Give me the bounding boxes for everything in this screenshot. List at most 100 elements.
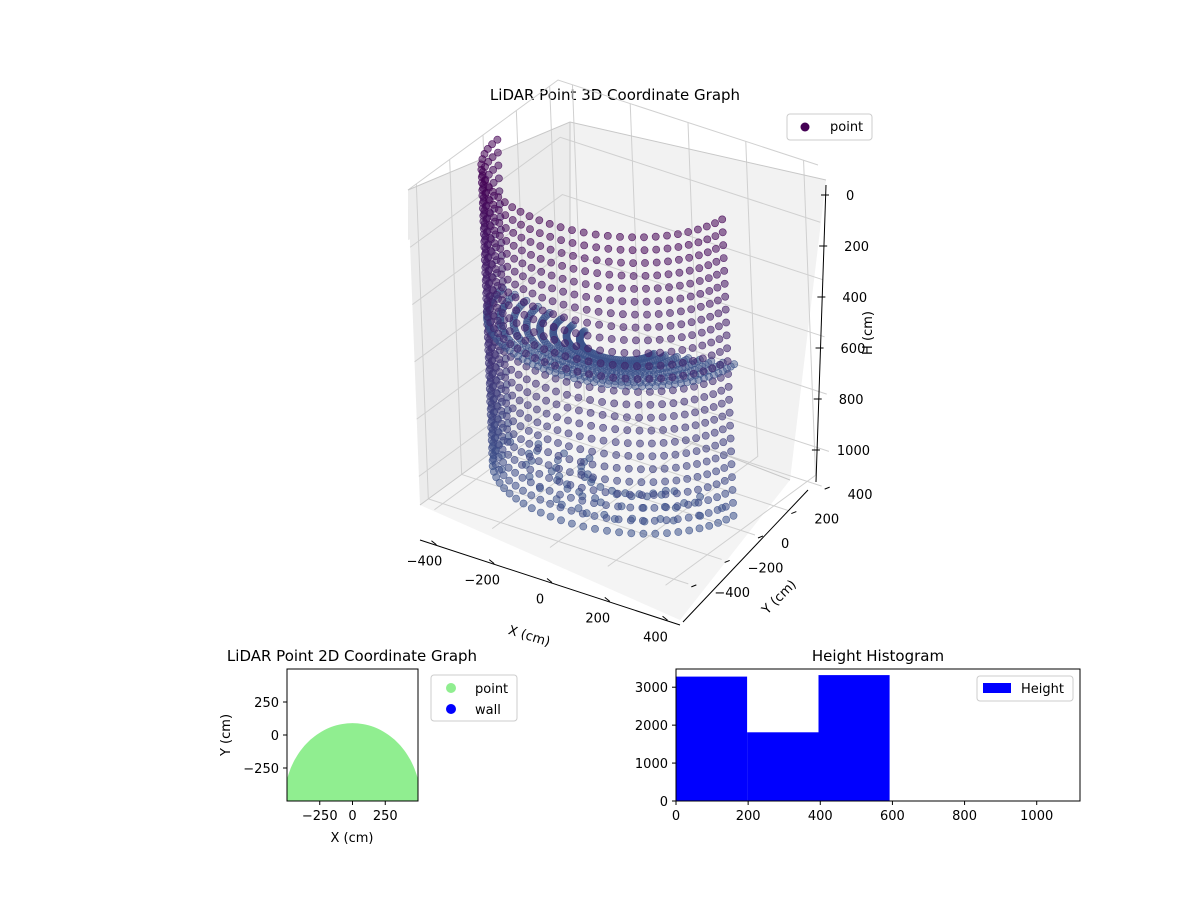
lidar-point-3d xyxy=(658,413,667,421)
lidar-point-3d xyxy=(510,267,519,276)
lidar-point-3d xyxy=(689,369,698,378)
lidar-point-3d xyxy=(696,289,705,298)
lidar-point-3d xyxy=(704,274,713,282)
lidar-point-3d xyxy=(696,302,705,311)
lidar-point-3d xyxy=(596,359,605,368)
lidar-point-3d xyxy=(632,336,640,345)
lidar-point-3d xyxy=(642,297,651,306)
y-tick-mark xyxy=(691,584,697,588)
lidar-point-3d xyxy=(665,283,673,292)
lidar-point-3d xyxy=(709,390,718,398)
lidar-point-3d xyxy=(512,306,520,315)
lidar-point-3d xyxy=(720,279,729,288)
lidar-point-3d xyxy=(712,467,720,476)
lidar-point-3d xyxy=(655,322,664,331)
lidar-point-3d xyxy=(506,340,515,348)
lidar-point-3d xyxy=(681,423,690,432)
lidar-point-3d xyxy=(529,315,538,324)
x-tick-label-2d: −250 xyxy=(302,809,338,824)
lidar-point-3d xyxy=(698,354,707,363)
lidar-point-3d xyxy=(689,356,697,365)
lidar-point-3d xyxy=(680,397,689,406)
lidar-point-3d xyxy=(496,244,505,253)
lidar-point-3d xyxy=(512,494,520,503)
lidar-point-3d xyxy=(555,477,564,486)
lidar-point-3d xyxy=(514,370,523,379)
lidar-point-3d xyxy=(509,228,518,237)
lidar-point-3d xyxy=(673,515,682,523)
lidar-point-3d xyxy=(539,319,548,328)
lidar-point-3d xyxy=(703,470,712,479)
lidar-point-3d xyxy=(570,374,579,383)
lidar-point-3d xyxy=(682,449,691,457)
lidar-point-3d xyxy=(601,475,609,484)
lidar-point-3d xyxy=(725,395,733,404)
lidar-point-3d xyxy=(656,361,665,370)
lidar-point-3d xyxy=(494,206,503,214)
lidar-point-3d xyxy=(586,408,595,417)
lidar-point-3d xyxy=(576,445,585,454)
lidar-point-3d xyxy=(711,454,720,463)
y-ticks-2d: 250 0 −250 xyxy=(243,696,287,777)
lidar-point-3d xyxy=(566,468,574,476)
y-axis-line xyxy=(682,489,809,623)
chart-3d-title: LiDAR Point 3D Coordinate Graph xyxy=(490,86,740,104)
lidar-point-3d xyxy=(518,246,526,255)
lidar-point-3d xyxy=(715,335,724,343)
lidar-point-3d xyxy=(536,242,545,250)
lidar-point-3d xyxy=(520,310,529,319)
lidar-point-3d xyxy=(713,493,721,502)
lidar-point-3d xyxy=(568,226,576,234)
lidar-point-3d xyxy=(702,457,711,466)
lidar-point-3d xyxy=(579,522,588,531)
lidar-point-3d xyxy=(594,307,603,316)
lidar-point-3d xyxy=(582,292,591,301)
lidar-point-3d xyxy=(507,365,516,374)
lidar-point-3d xyxy=(630,297,639,306)
lidar-point-3d xyxy=(497,406,506,415)
lidar-point-3d xyxy=(669,399,678,408)
x-ticks-histogram: 0 200 400 600 800 1000 xyxy=(672,801,1053,824)
lidar-point-3d xyxy=(596,346,604,355)
lidar-point-3d xyxy=(660,451,668,460)
legend-point-marker-2d xyxy=(446,683,456,693)
x-tick-mark xyxy=(488,559,495,565)
lidar-point-3d xyxy=(538,293,547,302)
lidar-point-3d xyxy=(718,228,727,237)
lidar-point-3d xyxy=(492,290,501,299)
lidar-point-3d xyxy=(546,232,555,241)
lidar-point-3d xyxy=(526,478,535,487)
lidar-point-3d xyxy=(545,366,554,375)
lidar-point-3d xyxy=(598,410,607,419)
lidar-point-3d xyxy=(677,333,686,342)
lidar-point-3d xyxy=(546,499,554,508)
lidar-point-3d xyxy=(503,425,512,433)
lidar-point-3d xyxy=(494,174,503,183)
lidar-point-3d xyxy=(529,302,537,311)
lidar-point-3d xyxy=(508,404,517,413)
lidar-point-3d xyxy=(527,491,536,500)
lidar-point-3d xyxy=(687,305,696,314)
z-tick-label: 0 xyxy=(846,189,854,204)
lidar-point-3d xyxy=(685,266,694,275)
lidar-point-3d xyxy=(706,325,715,334)
lidar-point-3d xyxy=(494,453,503,461)
lidar-point-3d xyxy=(488,187,497,196)
lidar-point-3d xyxy=(510,443,518,451)
lidar-point-3d xyxy=(623,413,631,422)
lidar-point-3d xyxy=(583,331,592,340)
lidar-point-3d xyxy=(674,528,683,536)
legend-2d-wall-label: wall xyxy=(475,703,501,718)
lidar-point-3d xyxy=(577,470,586,479)
lidar-point-3d xyxy=(625,490,634,499)
lidar-point-3d xyxy=(504,463,513,472)
lidar-point-3d xyxy=(504,301,513,310)
legend-histogram: Height xyxy=(976,675,1074,702)
y-tick-mark xyxy=(824,486,830,490)
lidar-point-3d xyxy=(677,307,685,316)
lidar-point-3d xyxy=(547,258,555,267)
lidar-point-3d xyxy=(523,388,532,397)
lidar-point-3d xyxy=(633,362,641,371)
lidar-point-3d xyxy=(548,297,557,306)
lidar-point-3d xyxy=(559,300,568,309)
